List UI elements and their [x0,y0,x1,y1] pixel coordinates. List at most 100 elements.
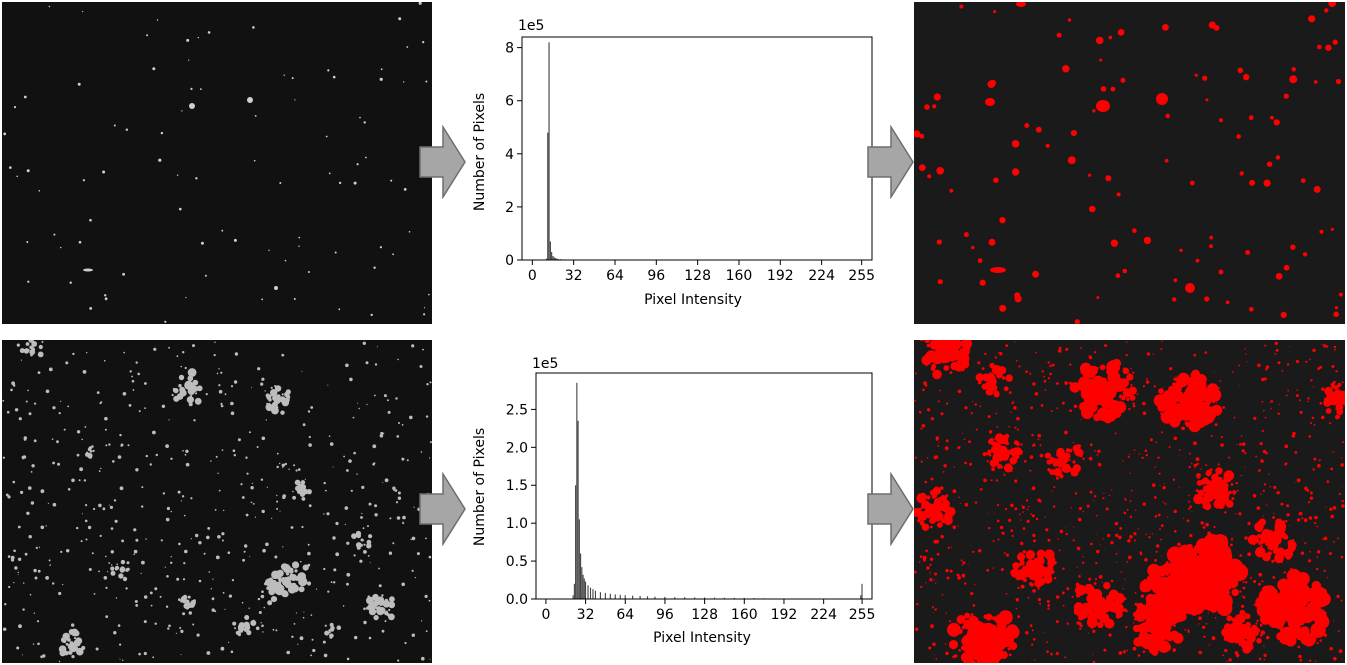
spot [89,307,93,310]
structure-fragment [1158,388,1164,394]
speckle [1020,443,1023,446]
histogram-bar [577,420,579,599]
speckle [119,433,122,437]
speckle [1136,393,1139,396]
structure-fragment [268,394,272,398]
speckle [914,456,917,459]
speckle [152,430,156,435]
speckle [40,489,45,494]
speckle [416,552,420,556]
structure-fragment [1103,618,1106,622]
speckle [266,486,268,488]
speckle [1331,365,1335,368]
spot [283,74,285,76]
structure-fragment [1165,599,1176,610]
speckle [1272,576,1276,579]
structure-fragment [1144,644,1150,649]
speckle [1037,587,1040,590]
structure-fragment [1311,580,1321,591]
speckle [1274,352,1277,355]
speckle [1240,435,1243,437]
structure-fragment [1165,572,1170,576]
structure-fragment [19,348,25,354]
structure-fragment [329,622,334,627]
speckle [1220,435,1223,439]
speckle [1050,652,1053,656]
structure-fragment [366,543,372,549]
structure-fragment [1270,547,1273,551]
histogram-bar [545,258,548,260]
structure-fragment [945,494,949,498]
structure-fragment [1205,396,1210,400]
speckle [49,564,51,566]
speckle [1230,538,1234,541]
spot [988,238,996,246]
structure-fragment [1114,401,1127,414]
structure-fragment [996,453,1002,459]
spot [370,313,373,317]
structure-fragment [1293,611,1299,617]
speckle [1230,543,1233,547]
speckle [992,567,994,569]
speckle [1311,416,1315,420]
structure-fragment [1148,622,1155,629]
speckle [13,549,16,553]
speckle [51,438,54,440]
speckle [1338,649,1343,653]
structure-fragment [284,397,290,403]
speckle [1191,462,1193,465]
speckle [1242,581,1245,584]
speckle [353,554,356,557]
structure-fragment [182,594,188,600]
structure-fragment [1165,397,1174,405]
structure-fragment [1199,567,1203,571]
structure-fragment [205,393,208,396]
structure-fragment [930,340,939,348]
speckle [257,367,261,371]
speckle [32,643,35,645]
speckle [1321,415,1325,420]
speckle [1031,643,1034,646]
speckle [921,424,926,428]
spot [104,297,108,301]
speckle [389,517,392,520]
speckle [192,623,195,626]
speckle [1115,533,1119,538]
speckle [1312,468,1315,471]
spot [102,170,106,174]
speckle [1145,377,1148,380]
speckle [245,456,248,459]
structure-fragment [1337,382,1342,388]
structure-fragment [182,598,187,604]
histogram-chart-top: 1e5 Number of Pixels Pixel Intensity 0 32… [472,18,875,308]
speckle [369,562,371,564]
flow-arrow-icon [419,125,466,199]
speckle [161,404,166,408]
speckle [135,538,139,542]
structure-fragment [926,343,931,348]
structure-fragment [1325,408,1332,414]
speckle [120,445,122,447]
speckle [979,488,983,491]
structure-fragment [1201,410,1215,424]
speckle [1053,505,1056,508]
speckle [1238,512,1242,516]
speckle [1130,384,1133,387]
speckle [206,651,211,655]
structure-fragment [1006,625,1020,639]
speckle [1073,526,1075,528]
speckle [135,468,139,472]
speckle [1213,525,1216,529]
spot [1116,192,1121,197]
blob [83,268,93,272]
spot [1143,236,1152,245]
speckle [396,516,401,520]
structure-fragment [1231,497,1235,501]
spot [379,77,383,81]
speckle [1144,449,1148,452]
speckle [429,381,432,384]
structure-fragment [294,479,301,486]
speckle [144,382,147,385]
spot [408,231,411,233]
